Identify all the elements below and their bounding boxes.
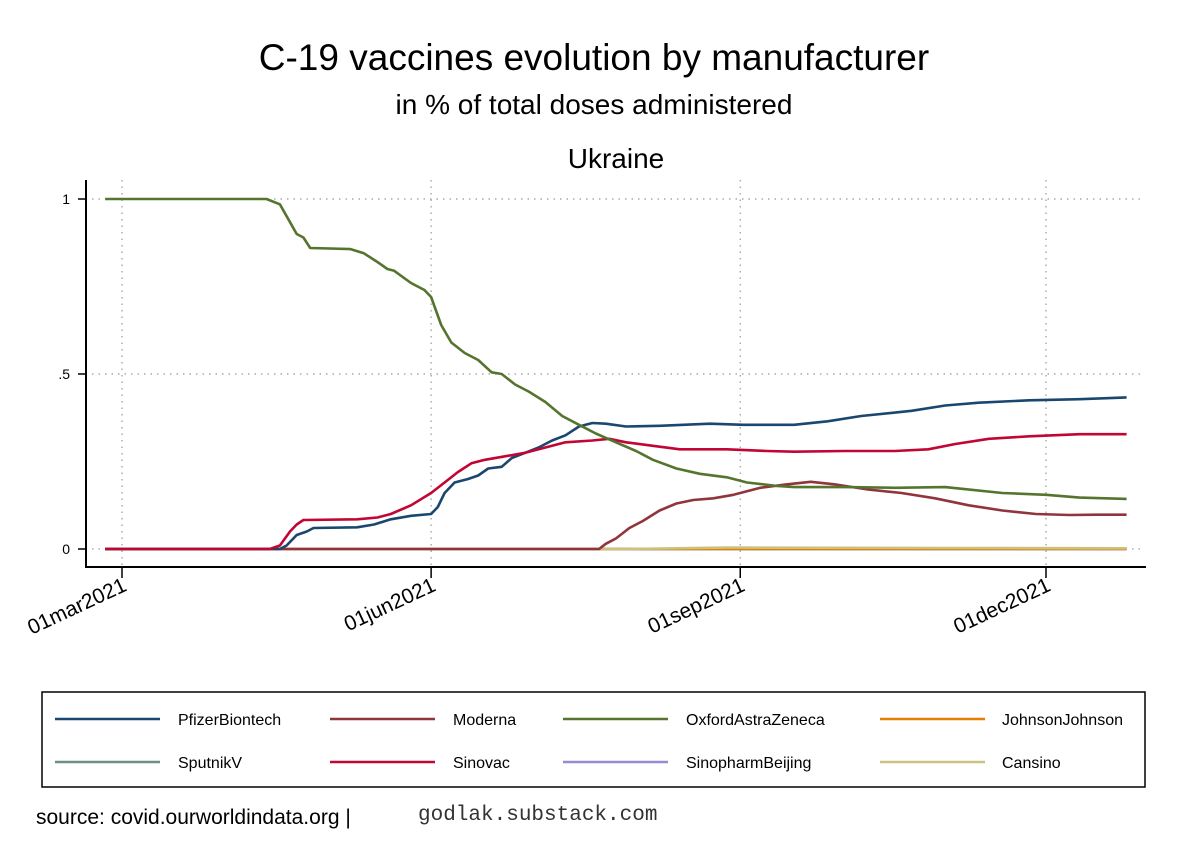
x-tick-label: 01mar2021	[24, 574, 130, 640]
legend: PfizerBiontech Moderna OxfordAstraZeneca Jo…	[55, 712, 1123, 772]
legend-label-pfizerbiontech: PfizerBiontech	[178, 712, 281, 729]
x-tick-label: 01dec2021	[950, 574, 1054, 639]
legend-label-sinopharmbeijing: SinopharmBeijing	[686, 755, 811, 772]
panel-title: Ukraine	[568, 143, 664, 174]
legend-label-sputnikv: SputnikV	[178, 755, 242, 772]
y-tick-label: .5	[58, 366, 70, 382]
x-tick-label: 01jun2021	[341, 574, 440, 636]
legend-label-cansino: Cansino	[1002, 755, 1061, 772]
y-tick-label: 0	[62, 541, 70, 557]
x-tick-label: 01sep2021	[644, 574, 748, 639]
chart-subtitle: in % of total doses administered	[396, 89, 793, 120]
legend-label-sinovac: Sinovac	[453, 755, 510, 772]
series-line-sinovac	[105, 432, 1127, 551]
legend-box	[41, 691, 1146, 788]
legend-label-oxfordastrazeneca: OxfordAstraZeneca	[686, 712, 825, 729]
series-line-pfizerbiontech	[105, 396, 1127, 551]
axis-ticks: 0 .5 1 01mar2021 01jun2021 01sep2021 01dec2021	[24, 191, 1054, 639]
source-text: source: covid.ourworldindata.org |	[36, 806, 351, 829]
legend-label-johnsonjohnson: JohnsonJohnson	[1002, 712, 1123, 729]
series-line-oxfordastrazeneca	[105, 197, 1127, 501]
series-line-moderna	[105, 480, 1127, 551]
chart-title: C-19 vaccines evolution by manufacturer	[259, 37, 929, 78]
y-tick-label: 1	[62, 191, 70, 207]
series-lines	[105, 197, 1127, 551]
legend-label-moderna: Moderna	[453, 712, 516, 729]
site-text: godlak.substack.com	[418, 804, 657, 827]
